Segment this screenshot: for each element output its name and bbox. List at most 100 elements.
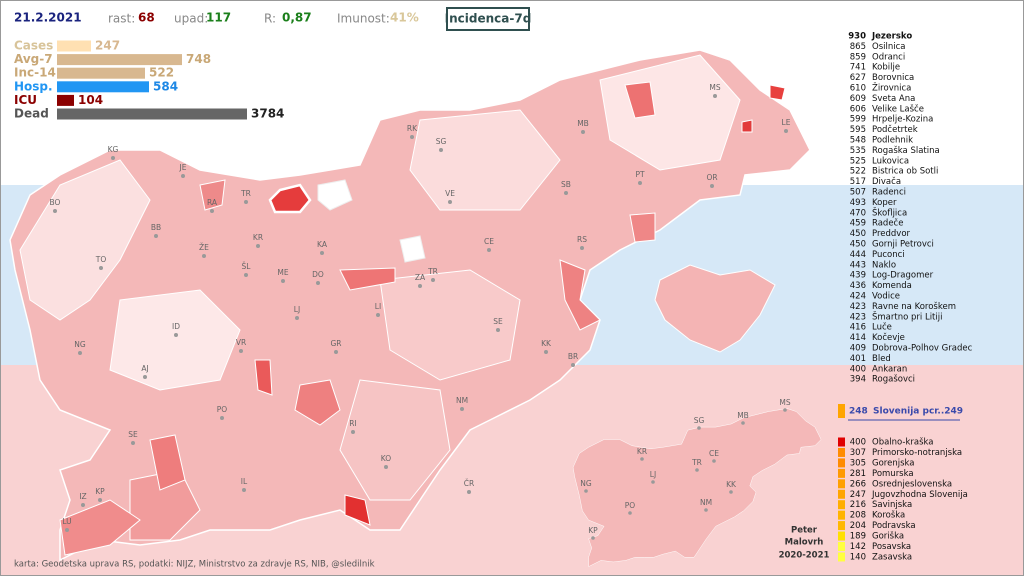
region-shape bbox=[149, 434, 186, 491]
municipality-value: 493 bbox=[850, 198, 866, 208]
map-dot bbox=[741, 421, 745, 425]
map-label: PO bbox=[217, 405, 228, 414]
region-shape bbox=[344, 494, 371, 526]
map-label: SE bbox=[493, 317, 503, 326]
stat-bar bbox=[57, 81, 149, 93]
region-name: Pomurska bbox=[872, 469, 914, 479]
municipality-list: 930 Jezersko 865 Osilnica 859 Odranci 741 Kobil… bbox=[848, 32, 972, 385]
municipality-value: 610 bbox=[850, 84, 866, 94]
highlighted-municipality bbox=[268, 183, 312, 214]
region-name: Podravska bbox=[872, 521, 916, 531]
region-shape bbox=[559, 259, 601, 331]
municipality-name: Osilnica bbox=[872, 42, 905, 52]
municipality-name: Kobilje bbox=[872, 63, 900, 73]
map-dot bbox=[202, 254, 206, 258]
region-swatch bbox=[838, 489, 845, 499]
map-dot bbox=[65, 528, 69, 532]
upad-label: upad: bbox=[174, 12, 208, 26]
map-dot bbox=[695, 468, 699, 472]
map-label: KR bbox=[253, 233, 263, 242]
stat-value: 522 bbox=[149, 66, 174, 80]
region-name: Obalno-kraška bbox=[872, 437, 934, 448]
municipality-value: 459 bbox=[850, 219, 866, 229]
map-label: AJ bbox=[141, 364, 148, 373]
upad-value: 117 bbox=[206, 11, 231, 25]
region-shape bbox=[629, 212, 656, 243]
map-dot bbox=[384, 465, 388, 469]
map-dot bbox=[628, 511, 632, 515]
region-name: Zasavska bbox=[872, 552, 912, 562]
municipality-value: 414 bbox=[850, 333, 866, 343]
map-label: LE bbox=[782, 118, 791, 127]
map-label: SE bbox=[128, 430, 138, 439]
municipality-name: Bled bbox=[872, 354, 891, 364]
municipality-name: Divača bbox=[872, 176, 901, 187]
mode-button[interactable] bbox=[446, 7, 530, 31]
map-label: RI bbox=[349, 419, 356, 428]
municipality-name: Podčetrtek bbox=[872, 124, 918, 135]
map-label: DO bbox=[312, 270, 324, 279]
municipality-value: 627 bbox=[850, 73, 866, 83]
municipality-value: 525 bbox=[850, 156, 866, 166]
small-map-label: CE bbox=[709, 449, 719, 458]
map-label: TR bbox=[240, 189, 251, 198]
map-label: KG bbox=[108, 145, 119, 154]
map-dot bbox=[713, 94, 717, 98]
municipality-name: Puconci bbox=[872, 250, 905, 260]
r-value: 0,87 bbox=[282, 11, 312, 25]
municipality-value: 424 bbox=[850, 292, 866, 302]
region-shape bbox=[399, 235, 426, 263]
municipality-name: Hrpelje-Kozina bbox=[872, 115, 933, 125]
region-shape bbox=[109, 289, 241, 391]
municipality-name: Gornji Petrovci bbox=[872, 240, 934, 250]
map-dot bbox=[220, 416, 224, 420]
municipality-name: Radenci bbox=[872, 188, 906, 198]
date: 21.2.2021 bbox=[14, 11, 82, 25]
region-swatch bbox=[838, 552, 845, 562]
region-shape bbox=[409, 109, 561, 211]
small-map-label: NM bbox=[700, 498, 712, 507]
municipality-value: 394 bbox=[850, 375, 866, 385]
map-label: IZ bbox=[79, 492, 86, 501]
map-label: SG bbox=[436, 137, 447, 146]
municipality-name: Bistrica ob Sotli bbox=[872, 167, 938, 177]
map-label: MB bbox=[577, 119, 589, 128]
map-dot bbox=[571, 363, 575, 367]
map-dot bbox=[712, 459, 716, 463]
region-swatch bbox=[838, 479, 845, 489]
map-label: KK bbox=[541, 339, 552, 348]
stat-bar bbox=[57, 40, 91, 52]
region-name: Gorenjska bbox=[872, 458, 914, 468]
municipality-name: Radeče bbox=[872, 218, 903, 229]
region-shape bbox=[254, 359, 273, 396]
municipality-value: 439 bbox=[850, 271, 866, 281]
mode-button-label[interactable]: Incidenca-7d bbox=[445, 12, 532, 26]
map-label: TR bbox=[427, 267, 438, 276]
map-label: OR bbox=[706, 173, 717, 182]
map-dot bbox=[418, 284, 422, 288]
rast-label: rast: bbox=[108, 12, 135, 26]
region-name: Goriška bbox=[872, 531, 904, 542]
municipality-name: Vodice bbox=[872, 292, 900, 302]
municipality-name: Ravne na Koroškem bbox=[872, 301, 956, 312]
region-shape bbox=[339, 267, 396, 291]
municipality-name: Rogaška Slatina bbox=[872, 145, 940, 156]
stat-label: Cases bbox=[14, 39, 53, 53]
map-dot bbox=[143, 375, 147, 379]
map-dot bbox=[591, 536, 595, 540]
municipality-name: Preddvor bbox=[872, 229, 911, 239]
map-dot bbox=[638, 181, 642, 185]
map-dot bbox=[181, 174, 185, 178]
municipality-value: 599 bbox=[850, 115, 866, 125]
map-dot bbox=[210, 209, 214, 213]
municipality-value: 450 bbox=[850, 240, 866, 250]
map-label: ŽE bbox=[199, 243, 209, 252]
municipality-value: 443 bbox=[850, 260, 866, 270]
municipality-name: Borovnica bbox=[872, 73, 914, 83]
map-dot bbox=[496, 328, 500, 332]
region-swatch bbox=[838, 447, 845, 457]
author: Peter bbox=[791, 526, 818, 536]
national-label: Slovenija pcr..249 bbox=[873, 407, 963, 417]
municipality-name: Šmartno pri Litiji bbox=[872, 310, 942, 322]
